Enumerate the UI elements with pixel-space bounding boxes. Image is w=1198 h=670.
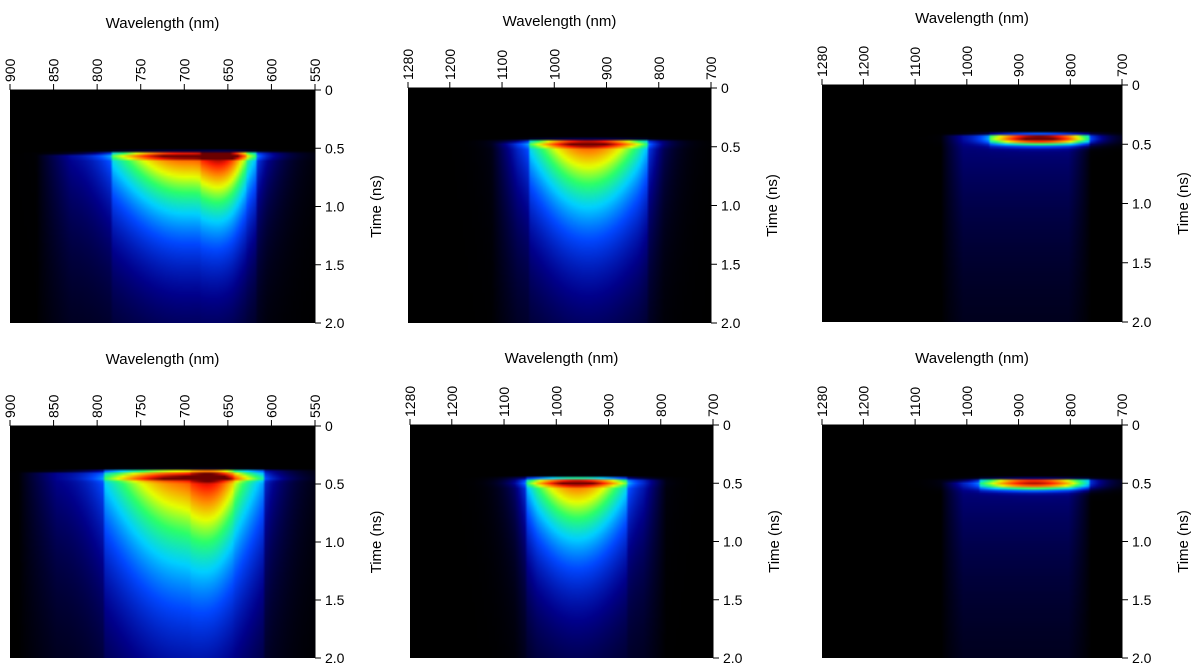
y-axis-title: Time (ns) [368, 175, 385, 238]
y-axis-title: Time (ns) [764, 174, 781, 237]
x-tick-label: 1000 [959, 386, 975, 417]
heatmap-image-1 [10, 90, 315, 323]
x-tick-label: 800 [651, 56, 667, 80]
y-tick-label: 0 [325, 82, 333, 98]
y-tick-label: 1.5 [325, 257, 345, 273]
y-tick-label: 2.0 [325, 315, 345, 331]
x-tick-label: 800 [89, 58, 105, 82]
y-tick-label: 2.0 [1132, 314, 1152, 330]
y-tick-label: 2.0 [721, 315, 741, 331]
x-tick-label: 800 [89, 394, 105, 418]
x-tick-label: 1000 [546, 49, 562, 80]
x-tick-label: 1100 [907, 47, 923, 77]
y-tick-label: 0 [721, 80, 729, 96]
y-tick-label: 0 [1132, 417, 1140, 433]
x-axis-title: Wavelength (nm) [106, 351, 220, 368]
x-tick-label: 900 [2, 394, 18, 418]
heatmap-image-3 [822, 85, 1122, 322]
y-tick-label: 1.0 [721, 198, 741, 214]
x-tick-label: 600 [263, 58, 279, 82]
x-tick-label: 900 [1011, 53, 1027, 77]
y-tick-label: 1.0 [1132, 534, 1152, 550]
x-tick-label: 1000 [548, 386, 564, 417]
x-tick-label: 1200 [855, 46, 871, 77]
x-tick-label: 800 [653, 393, 669, 417]
x-tick-label: 1100 [907, 387, 923, 417]
x-tick-label: 650 [220, 58, 236, 82]
x-tick-label: 1280 [814, 386, 830, 417]
y-axis-title: Time (ns) [1175, 172, 1192, 235]
y-tick-label: 2.0 [1132, 650, 1152, 666]
heatmap-image-5 [410, 425, 713, 658]
y-tick-label: 0.5 [325, 140, 345, 156]
x-tick-label: 600 [263, 394, 279, 418]
heatmap-image-4 [10, 426, 315, 658]
x-tick-label: 750 [133, 58, 149, 82]
x-tick-label: 700 [1114, 53, 1130, 77]
y-tick-label: 0 [1132, 77, 1140, 93]
x-tick-label: 1100 [494, 50, 510, 80]
y-tick-label: 2.0 [325, 650, 345, 666]
x-tick-label: 850 [46, 394, 62, 418]
x-tick-label: 750 [133, 394, 149, 418]
y-axis-title: Time (ns) [1175, 510, 1192, 573]
x-tick-label: 1200 [442, 49, 458, 80]
x-tick-label: 900 [601, 393, 617, 417]
x-tick-label: 900 [2, 58, 18, 82]
y-tick-label: 1.0 [325, 534, 345, 550]
x-tick-label: 550 [307, 394, 323, 418]
x-tick-label: 700 [705, 393, 721, 417]
x-tick-label: 1280 [400, 49, 416, 80]
x-tick-label: 850 [46, 58, 62, 82]
y-tick-label: 0.5 [325, 476, 345, 492]
y-tick-label: 1.5 [723, 592, 743, 608]
x-tick-label: 1280 [402, 386, 418, 417]
y-tick-label: 1.5 [721, 256, 741, 272]
x-axis-title: Wavelength (nm) [503, 13, 617, 30]
x-tick-label: 700 [703, 56, 719, 80]
y-tick-label: 0 [723, 417, 731, 433]
x-tick-label: 700 [176, 394, 192, 418]
y-tick-label: 0 [325, 418, 333, 434]
heatmap-image-2 [408, 88, 711, 323]
y-tick-label: 1.5 [1132, 592, 1152, 608]
y-tick-label: 1.5 [1132, 255, 1152, 271]
x-tick-label: 700 [1114, 393, 1130, 417]
x-axis-title: Wavelength (nm) [915, 350, 1029, 367]
y-tick-label: 1.0 [723, 534, 743, 550]
y-tick-label: 0.5 [723, 475, 743, 491]
y-tick-label: 1.0 [325, 199, 345, 215]
y-tick-label: 1.0 [1132, 196, 1152, 212]
x-tick-label: 1280 [814, 46, 830, 77]
y-tick-label: 2.0 [723, 650, 743, 666]
x-axis-title: Wavelength (nm) [505, 350, 619, 367]
x-tick-label: 550 [307, 58, 323, 82]
x-axis-title: Wavelength (nm) [915, 10, 1029, 27]
heatmap-image-6 [822, 425, 1122, 658]
x-tick-label: 900 [599, 56, 615, 80]
x-tick-label: 700 [176, 58, 192, 82]
x-tick-label: 900 [1011, 393, 1027, 417]
x-tick-label: 800 [1062, 393, 1078, 417]
y-axis-title: Time (ns) [368, 511, 385, 574]
x-tick-label: 800 [1062, 53, 1078, 77]
x-tick-label: 1200 [444, 386, 460, 417]
x-tick-label: 1100 [496, 387, 512, 417]
x-axis-title: Wavelength (nm) [106, 15, 220, 32]
y-tick-label: 0.5 [1132, 475, 1152, 491]
x-tick-label: 1200 [855, 386, 871, 417]
x-tick-label: 1000 [959, 46, 975, 77]
y-tick-label: 1.5 [325, 592, 345, 608]
y-axis-title: Time (ns) [766, 510, 783, 573]
x-tick-label: 650 [220, 394, 236, 418]
y-tick-label: 0.5 [721, 139, 741, 155]
y-tick-label: 0.5 [1132, 136, 1152, 152]
